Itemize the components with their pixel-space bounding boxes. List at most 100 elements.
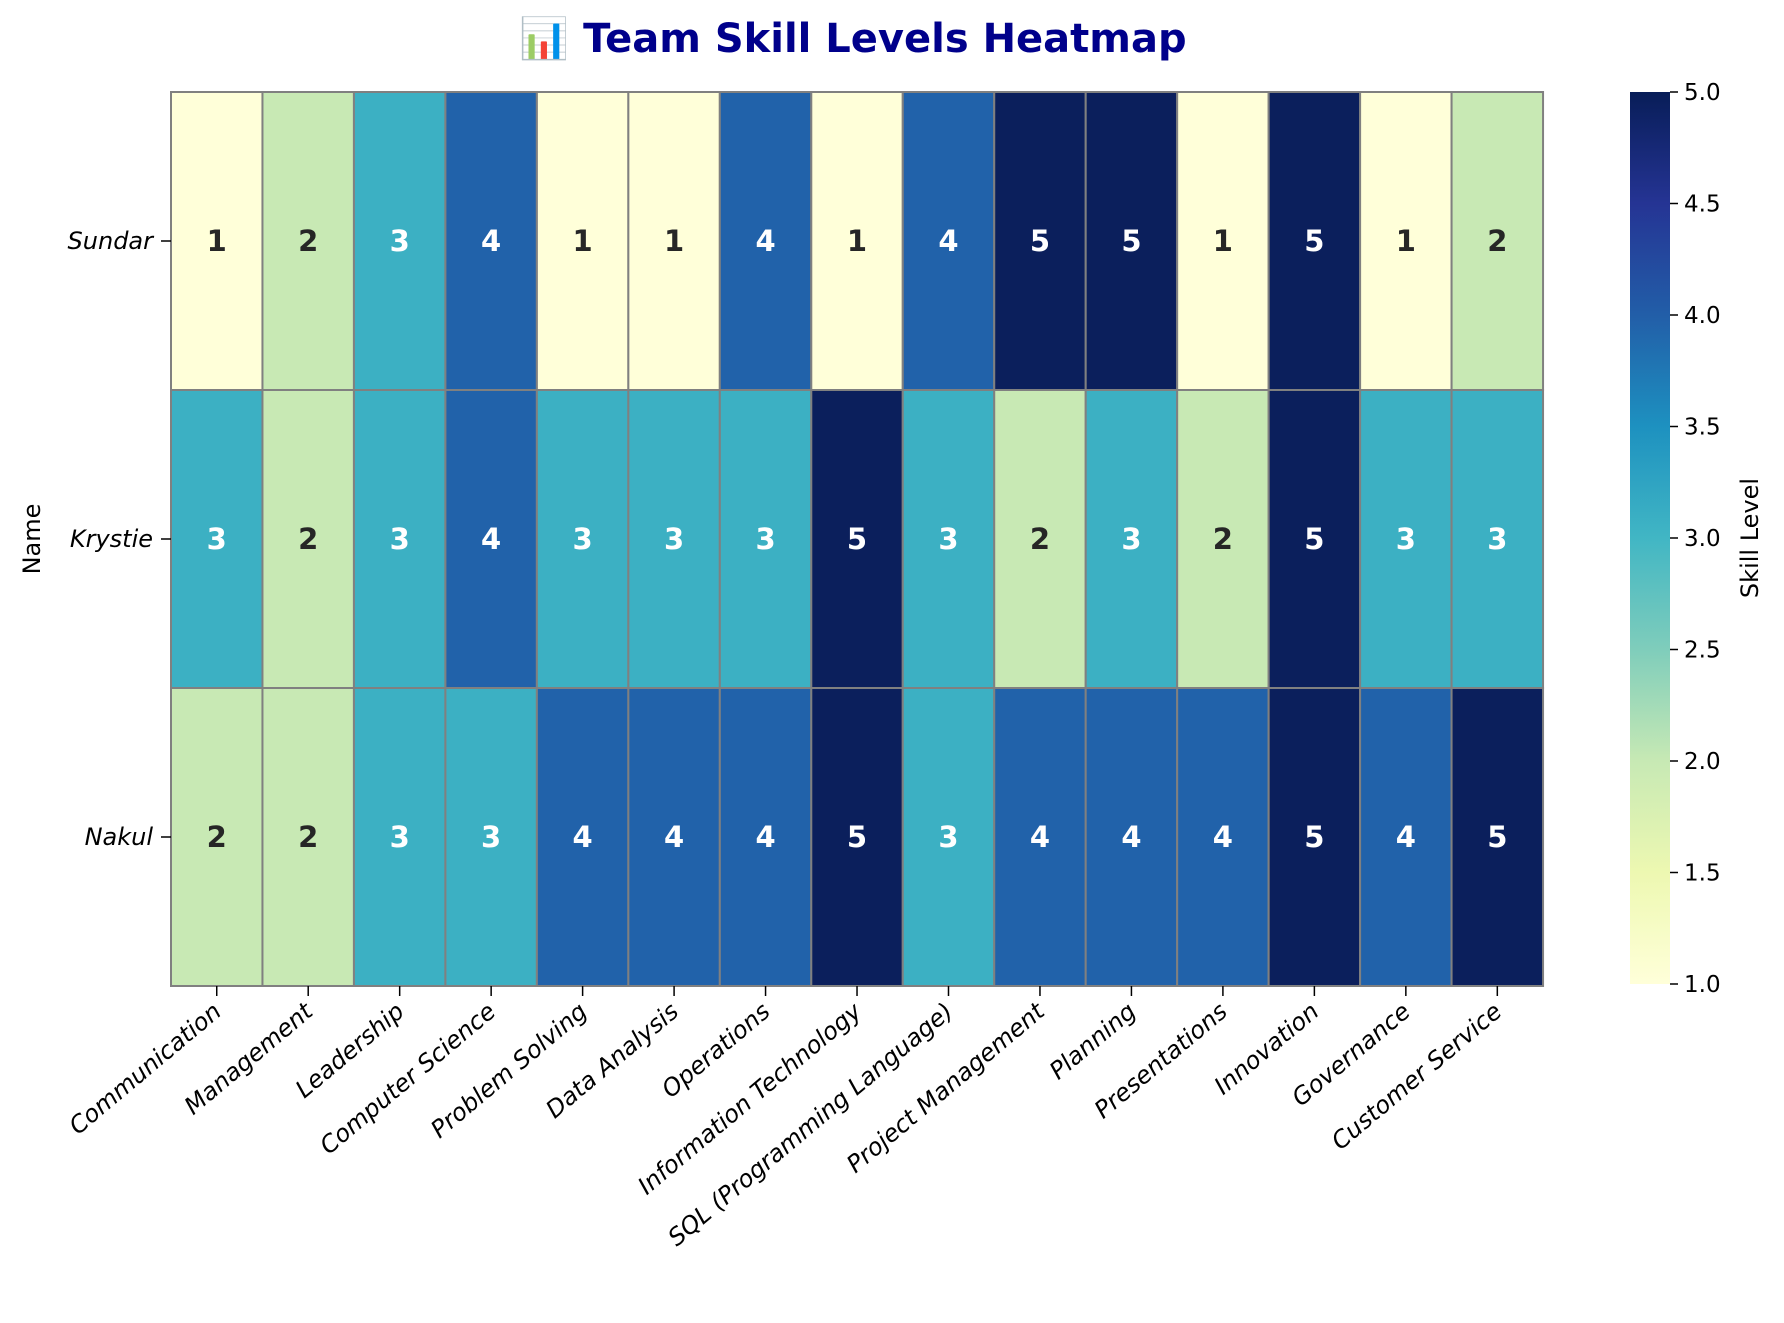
cell-value-label: 3	[664, 522, 684, 556]
cell-value-label: 2	[1030, 522, 1050, 556]
cell-value-label: 1	[847, 224, 867, 258]
heatmap-cell	[993, 687, 1087, 987]
cell-value-label: 4	[664, 820, 684, 854]
cell-value-label: 4	[938, 224, 958, 258]
heatmap-cell	[993, 91, 1087, 391]
cell-value-label: 4	[755, 820, 775, 854]
cell-value-label: 3	[1487, 522, 1507, 556]
colorbar-label: Skill Level	[1736, 478, 1764, 598]
y-tick-label: Sundar	[68, 227, 156, 255]
heatmap-cell	[444, 389, 538, 689]
cell-value-label: 5	[1304, 224, 1324, 258]
heatmap-cell	[1176, 389, 1270, 689]
cell-value-label: 2	[1213, 522, 1233, 556]
colorbar-tick-label: 4.5	[1684, 192, 1721, 218]
colorbar-gradient	[1630, 92, 1670, 984]
heatmap-cell	[1450, 389, 1545, 689]
heatmap-cell	[261, 389, 355, 689]
y-tick-label: Nakul	[85, 823, 154, 851]
cell-value-label: 3	[390, 820, 410, 854]
cell-value-label: 5	[1487, 820, 1507, 854]
cell-value-label: 4	[481, 522, 501, 556]
heatmap-cell	[170, 91, 264, 391]
heatmap-cell	[1450, 91, 1545, 391]
cell-value-label: 1	[207, 224, 227, 258]
heatmap-cell	[993, 389, 1087, 689]
colorbar-tick-label: 2.0	[1684, 749, 1721, 775]
heatmap-cell	[1450, 687, 1545, 987]
cell-value-label: 4	[1121, 820, 1141, 854]
cell-value-label: 2	[298, 224, 318, 258]
y-axis-ticks: Sundar Krystie Nakul	[68, 227, 171, 851]
heatmap-cell	[810, 389, 904, 689]
x-tick-label: Customer Service	[1326, 997, 1507, 1155]
cell-value-label: 1	[664, 224, 684, 258]
cell-value-label: 4	[1030, 820, 1050, 854]
heatmap-cell	[901, 687, 996, 987]
cell-value-label: 4	[1213, 820, 1233, 854]
heatmap-cell	[627, 91, 721, 391]
colorbar-tick-label: 1.0	[1684, 972, 1721, 998]
cell-value-label: 3	[1121, 522, 1141, 556]
heatmap-cell	[1176, 91, 1270, 391]
cell-value-label: 2	[207, 820, 227, 854]
colorbar: 1.0 1.5 2.0 2.5 3.0 3.5 4.0 4.5 5.0 Skill Level	[1630, 80, 1764, 998]
cell-value-label: 1	[1396, 224, 1416, 258]
cell-value-label: 4	[1396, 820, 1416, 854]
colorbar-tick-label: 3.5	[1684, 415, 1721, 441]
x-axis-ticks: CommunicationManagementLeadershipCompute…	[64, 986, 1507, 1252]
cell-value-label: 4	[755, 224, 775, 258]
cell-value-label: 1	[573, 224, 593, 258]
cell-value-label: 2	[298, 820, 318, 854]
cell-value-label: 4	[481, 224, 501, 258]
heatmap-cell	[352, 389, 447, 689]
heatmap-cell	[627, 687, 721, 987]
cell-value-label: 4	[573, 820, 593, 854]
cell-value-label: 2	[298, 522, 318, 556]
y-axis-label: Name	[18, 504, 46, 575]
heatmap-cell-labels: 1 2 3 4 1 1 4 1 4 5 5 1 5 1 2 3 2 3 4 3 3 3 5 3 2 3 2 5 3 3 2 2 3 3 4 4 4 5 3 4…	[207, 224, 1508, 854]
cell-value-label: 3	[755, 522, 775, 556]
heatmap-cell	[352, 91, 447, 391]
cell-value-label: 3	[1396, 522, 1416, 556]
heatmap-cell	[810, 687, 904, 987]
cell-value-label: 5	[1121, 224, 1141, 258]
colorbar-tick-label: 2.5	[1684, 638, 1721, 664]
cell-value-label: 3	[390, 224, 410, 258]
cell-value-label: 2	[1487, 224, 1507, 258]
x-tick-label: Communication	[64, 997, 227, 1140]
heatmap-cell	[627, 389, 721, 689]
heatmap-cell	[261, 91, 355, 391]
cell-value-label: 3	[573, 522, 593, 556]
colorbar-tick-label: 3.0	[1684, 526, 1721, 552]
x-tick-label: Problem Solving	[425, 997, 592, 1144]
colorbar-tick-label: 1.5	[1684, 861, 1721, 887]
colorbar-tick-label: 4.0	[1684, 303, 1721, 329]
cell-value-label: 5	[847, 820, 867, 854]
heatmap-cell	[1359, 389, 1453, 689]
cell-value-label: 5	[1304, 820, 1324, 854]
heatmap-cell	[1359, 91, 1453, 391]
colorbar-ticks: 1.0 1.5 2.0 2.5 3.0 3.5 4.0 4.5 5.0	[1670, 80, 1721, 998]
heatmap-cell	[1267, 389, 1362, 689]
cell-value-label: 3	[207, 522, 227, 556]
heatmap-cell	[1267, 687, 1362, 987]
cell-value-label: 1	[1213, 224, 1233, 258]
y-tick-label: Krystie	[70, 525, 153, 553]
heatmap-cell	[718, 389, 813, 689]
cell-value-label: 3	[938, 820, 958, 854]
heatmap-cell	[535, 389, 630, 689]
cell-value-label: 3	[390, 522, 410, 556]
heatmap-cell	[1176, 687, 1270, 987]
heatmap-cell	[444, 91, 538, 391]
heatmap-cell	[535, 687, 630, 987]
cell-value-label: 5	[1030, 224, 1050, 258]
cell-value-label: 5	[1304, 522, 1324, 556]
cell-value-label: 5	[847, 522, 867, 556]
cell-value-label: 3	[938, 522, 958, 556]
x-tick-label: Computer Science	[314, 997, 501, 1160]
heatmap-cell	[810, 91, 904, 391]
heatmap-cells	[170, 91, 1545, 987]
cell-value-label: 3	[481, 820, 501, 854]
